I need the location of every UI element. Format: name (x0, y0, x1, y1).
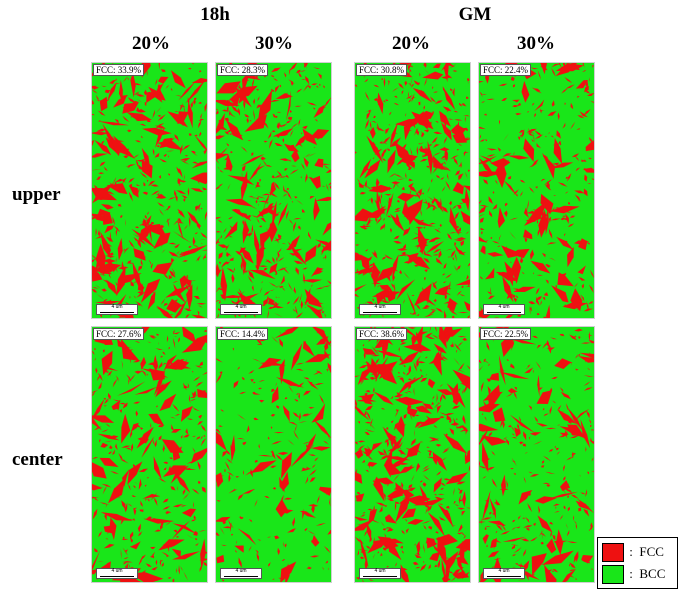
scale-bar-label: 4 um (235, 304, 247, 310)
phase-map-image (216, 63, 331, 318)
scale-bar: 4 um (359, 304, 401, 315)
fcc-fraction-label: FCC: 33.9% (93, 64, 145, 76)
legend-item-bcc: : BCC (602, 565, 676, 584)
row-label-upper: upper (12, 184, 61, 205)
scale-bar: 4 um (359, 568, 401, 579)
scale-bar: 4 um (96, 304, 138, 315)
phase-map-upper-gm-30: FCC: 22.4% 4 um (478, 62, 595, 319)
phase-map-image (479, 327, 594, 582)
fcc-fraction-label: FCC: 22.4% (480, 64, 532, 76)
scale-bar-label: 4 um (111, 304, 123, 310)
phase-map-center-gm-30: FCC: 22.5% 4 um (478, 326, 595, 583)
phase-map-center-18h-30: FCC: 14.4% 4 um (215, 326, 332, 583)
scale-bar-line (363, 312, 397, 313)
scale-bar-line (487, 576, 521, 577)
phase-map-image (92, 63, 207, 318)
scale-bar-label: 4 um (374, 304, 386, 310)
fcc-fraction-label: FCC: 38.6% (356, 328, 408, 340)
row-label-center: center (12, 449, 63, 470)
scale-bar: 4 um (220, 568, 262, 579)
scale-bar-line (100, 312, 134, 313)
phase-map-image (355, 63, 470, 318)
scale-bar: 4 um (483, 568, 525, 579)
phase-map-center-gm-20: FCC: 38.6% 4 um (354, 326, 471, 583)
phase-map-image (355, 327, 470, 582)
phase-map-upper-gm-20: FCC: 30.8% 4 um (354, 62, 471, 319)
phase-map-center-18h-20: FCC: 27.6% 4 um (91, 326, 208, 583)
scale-bar-line (224, 312, 258, 313)
scale-bar-line (100, 576, 134, 577)
fcc-fraction-label: FCC: 30.8% (356, 64, 408, 76)
column-label-18h-20: 20% (132, 33, 170, 54)
scale-bar-label: 4 um (235, 568, 247, 574)
group-label-gm: GM (458, 4, 492, 25)
scale-bar-label: 4 um (498, 304, 510, 310)
phase-map-upper-18h-20: FCC: 33.9% 4 um (91, 62, 208, 319)
scale-bar-line (363, 576, 397, 577)
fcc-fraction-label: FCC: 22.5% (480, 328, 532, 340)
scale-bar-label: 4 um (498, 568, 510, 574)
fcc-fraction-label: FCC: 27.6% (93, 328, 145, 340)
scale-bar: 4 um (220, 304, 262, 315)
scale-bar: 4 um (96, 568, 138, 579)
scale-bar-label: 4 um (374, 568, 386, 574)
legend-label-bcc: : BCC (626, 566, 666, 581)
group-label-18h: 18h (200, 4, 230, 25)
phase-map-upper-18h-30: FCC: 28.3% 4 um (215, 62, 332, 319)
scale-bar-label: 4 um (111, 568, 123, 574)
scale-bar-line (487, 312, 521, 313)
column-label-gm-30: 30% (517, 33, 555, 54)
scale-bar-line (224, 576, 258, 577)
legend-item-fcc: : FCC (602, 543, 676, 562)
legend-label-fcc: : FCC (626, 544, 664, 559)
phase-map-image (92, 327, 207, 582)
column-label-18h-30: 30% (255, 33, 293, 54)
phase-map-image (216, 327, 331, 582)
legend-swatch-fcc (602, 543, 624, 562)
phase-legend: : FCC : BCC (597, 537, 678, 589)
phase-map-image (479, 63, 594, 318)
fcc-fraction-label: FCC: 28.3% (217, 64, 269, 76)
column-label-gm-20: 20% (392, 33, 430, 54)
fcc-fraction-label: FCC: 14.4% (217, 328, 269, 340)
legend-swatch-bcc (602, 565, 624, 584)
scale-bar: 4 um (483, 304, 525, 315)
